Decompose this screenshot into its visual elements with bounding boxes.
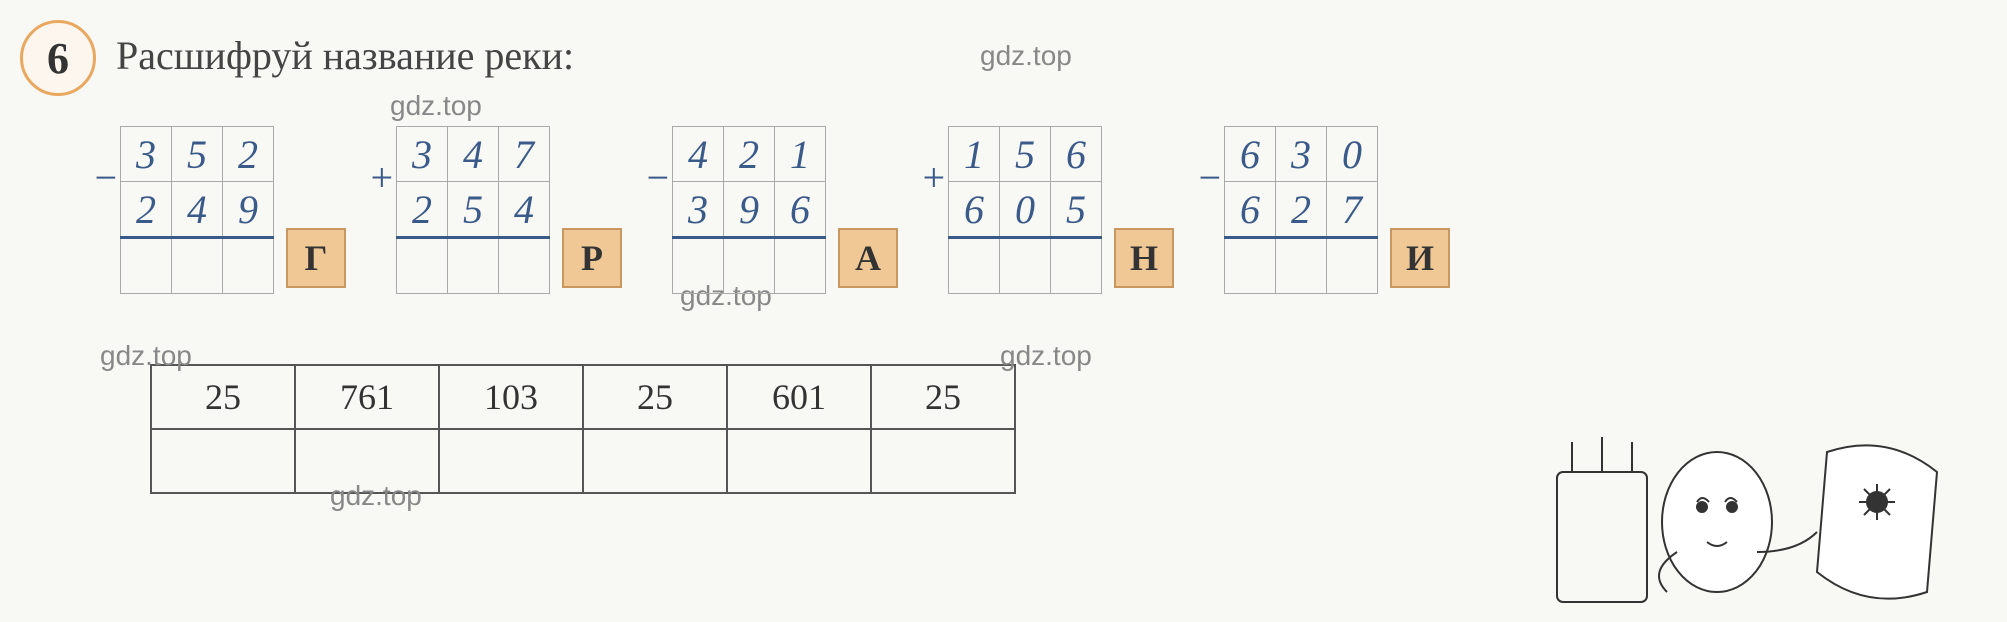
- result-cell: [1225, 238, 1276, 294]
- digit-cell: 2: [724, 127, 775, 182]
- digit-cell: 4: [172, 182, 223, 238]
- digit-cell: 6: [1225, 127, 1276, 182]
- digit-cell: 5: [1000, 127, 1051, 182]
- calculation-block: +347254: [396, 126, 550, 294]
- digit-cell: 5: [448, 182, 499, 238]
- answer-letter-cell: [151, 429, 295, 493]
- exercise-title: Расшифруй название реки:: [116, 32, 574, 79]
- watermark-text: gdz.top: [980, 40, 1072, 72]
- arithmetic-problem: −421396А: [672, 126, 898, 294]
- digit-cell: 1: [775, 127, 826, 182]
- digit-cell: 3: [397, 127, 448, 182]
- digit-cell: 4: [673, 127, 724, 182]
- digit-cell: 4: [448, 127, 499, 182]
- watermark-text: gdz.top: [390, 90, 482, 122]
- digit-grid: 352249: [120, 126, 274, 294]
- digit-cell: 3: [673, 182, 724, 238]
- digit-cell: 5: [172, 127, 223, 182]
- result-cell: [724, 238, 775, 294]
- digit-cell: 3: [121, 127, 172, 182]
- digit-cell: 6: [1051, 127, 1102, 182]
- calculation-block: −352249: [120, 126, 274, 294]
- digit-cell: 3: [1276, 127, 1327, 182]
- result-cell: [1000, 238, 1051, 294]
- letter-box: И: [1390, 228, 1450, 288]
- arithmetic-problem: −630627И: [1224, 126, 1450, 294]
- answer-letter-cell: [439, 429, 583, 493]
- digit-cell: 6: [775, 182, 826, 238]
- operation-sign: −: [644, 154, 671, 201]
- calculation-block: −630627: [1224, 126, 1378, 294]
- operation-sign: +: [920, 154, 947, 201]
- answer-numbers-row: 257611032560125: [151, 365, 1015, 429]
- result-cell: [949, 238, 1000, 294]
- arithmetic-problem: +156605Н: [948, 126, 1174, 294]
- problems-row: −352249Г+347254Р−421396А+156605Н−630627И: [120, 126, 1987, 294]
- digit-grid: 347254: [396, 126, 550, 294]
- result-cell: [448, 238, 499, 294]
- result-cell: [172, 238, 223, 294]
- digit-grid: 156605: [948, 126, 1102, 294]
- watermark-text: gdz.top: [100, 340, 192, 372]
- digit-cell: 0: [1327, 127, 1378, 182]
- humpty-drawing-icon: [1547, 412, 1947, 612]
- letter-box: Г: [286, 228, 346, 288]
- digit-cell: 4: [499, 182, 550, 238]
- result-cell: [673, 238, 724, 294]
- letter-box: Р: [562, 228, 622, 288]
- result-cell: [499, 238, 550, 294]
- operation-sign: −: [92, 154, 119, 201]
- answer-number-cell: 25: [871, 365, 1015, 429]
- calculation-block: +156605: [948, 126, 1102, 294]
- answer-letter-cell: [583, 429, 727, 493]
- letter-box: А: [838, 228, 898, 288]
- digit-grid: 421396: [672, 126, 826, 294]
- arithmetic-problem: −352249Г: [120, 126, 346, 294]
- answer-letter-cell: [727, 429, 871, 493]
- result-cell: [223, 238, 274, 294]
- letter-box: Н: [1114, 228, 1174, 288]
- answer-empty-row: [151, 429, 1015, 493]
- digit-cell: 2: [1276, 182, 1327, 238]
- digit-cell: 0: [1000, 182, 1051, 238]
- watermark-text: gdz.top: [330, 480, 422, 512]
- result-cell: [1276, 238, 1327, 294]
- digit-cell: 6: [949, 182, 1000, 238]
- digit-cell: 9: [724, 182, 775, 238]
- arithmetic-problem: +347254Р: [396, 126, 622, 294]
- digit-cell: 2: [223, 127, 274, 182]
- result-cell: [775, 238, 826, 294]
- answer-table: 257611032560125: [150, 364, 1016, 494]
- watermark-text: gdz.top: [1000, 340, 1092, 372]
- cartoon-illustration: [1547, 412, 1947, 612]
- digit-cell: 7: [499, 127, 550, 182]
- answer-number-cell: 601: [727, 365, 871, 429]
- result-cell: [121, 238, 172, 294]
- digit-cell: 6: [1225, 182, 1276, 238]
- result-cell: [1051, 238, 1102, 294]
- digit-grid: 630627: [1224, 126, 1378, 294]
- operation-sign: +: [368, 154, 395, 201]
- exercise-number: 6: [47, 33, 69, 84]
- calculation-block: −421396: [672, 126, 826, 294]
- answer-number-cell: 103: [439, 365, 583, 429]
- digit-cell: 9: [223, 182, 274, 238]
- answer-letter-cell: [871, 429, 1015, 493]
- result-cell: [397, 238, 448, 294]
- answer-number-cell: 25: [151, 365, 295, 429]
- digit-cell: 2: [397, 182, 448, 238]
- digit-cell: 7: [1327, 182, 1378, 238]
- answer-number-cell: 25: [583, 365, 727, 429]
- digit-cell: 5: [1051, 182, 1102, 238]
- digit-cell: 2: [121, 182, 172, 238]
- answer-number-cell: 761: [295, 365, 439, 429]
- result-cell: [1327, 238, 1378, 294]
- operation-sign: −: [1196, 154, 1223, 201]
- exercise-number-badge: 6: [20, 20, 96, 96]
- digit-cell: 1: [949, 127, 1000, 182]
